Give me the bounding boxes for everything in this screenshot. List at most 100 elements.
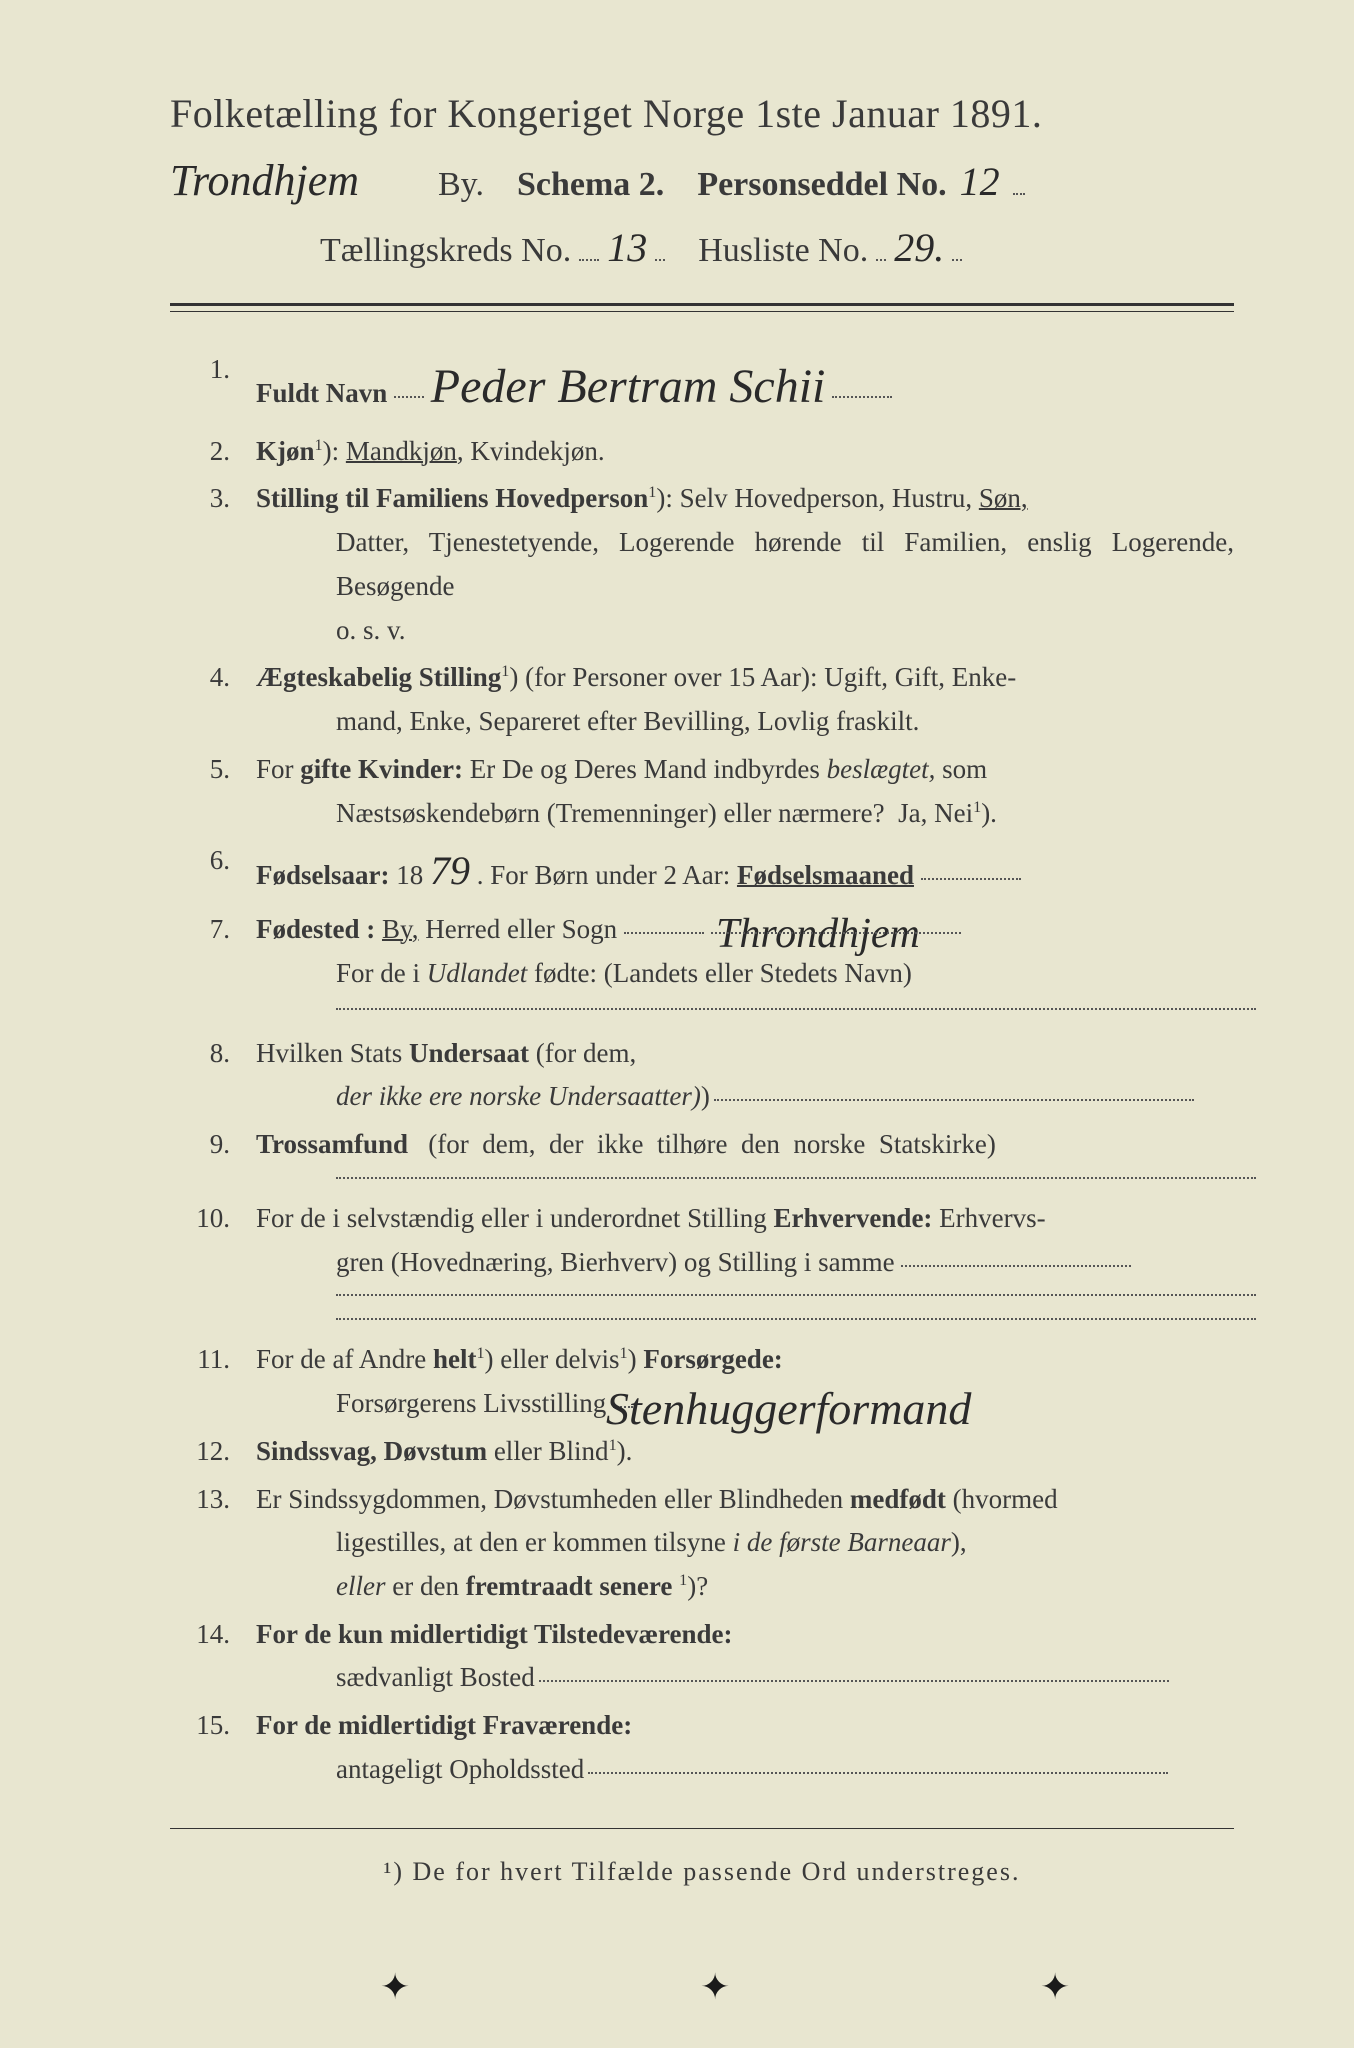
item-2: 2. Kjøn1): Mandkjøn, Kvindekjøn. xyxy=(170,430,1234,474)
num-13: 13. xyxy=(170,1478,256,1609)
q13-medfodt: medfødt xyxy=(850,1484,946,1514)
dots xyxy=(336,1318,1256,1320)
mark-icon: ✦ xyxy=(380,1966,410,2008)
q11-value: Stenhuggerformand xyxy=(606,1372,971,1447)
sup: 1 xyxy=(648,483,656,501)
q3-son: Søn, xyxy=(979,483,1028,513)
dots xyxy=(952,232,962,261)
dots xyxy=(832,396,892,398)
num-4: 4. xyxy=(170,656,256,743)
q8-text2: (for dem, xyxy=(529,1038,636,1068)
q11-label: Forsørgede: xyxy=(643,1344,782,1374)
item-9: 9. Trossamfund (for dem, der ikke tilhør… xyxy=(170,1123,1234,1183)
q6-prefix: 18 xyxy=(396,860,423,890)
body-6: Fødselsaar: 18 79 . For Børn under 2 Aar… xyxy=(256,839,1234,904)
dots xyxy=(579,232,599,261)
num-8: 8. xyxy=(170,1032,256,1119)
form-items: 1. Fuldt Navn Peder Bertram Schii 2. Kjø… xyxy=(170,348,1234,1792)
q8-sub: der ikke ere norske Undersaatter)) xyxy=(256,1075,1234,1119)
dots xyxy=(901,1265,1131,1267)
schema-label: Schema 2. xyxy=(517,166,664,204)
q2-label: Kjøn xyxy=(256,436,315,466)
q3-text2: Datter, Tjenestetyende, Logerende hørend… xyxy=(256,521,1234,608)
q6-label: Fødselsaar: xyxy=(256,860,389,890)
dots xyxy=(876,232,886,261)
num-2: 2. xyxy=(170,430,256,474)
q5-gifte: gifte Kvinder: xyxy=(300,754,463,784)
header-line-3: Tællingskreds No. 13 Husliste No. 29. xyxy=(170,224,1234,271)
body-15: For de midlertidigt Fraværende: antageli… xyxy=(256,1704,1234,1791)
item-8: 8. Hvilken Stats Undersaat (for dem, der… xyxy=(170,1032,1234,1119)
q10-text1: For de i selvstændig eller i underordnet… xyxy=(256,1203,773,1233)
dots xyxy=(624,932,704,934)
body-9: Trossamfund (for dem, der ikke tilhøre d… xyxy=(256,1123,1256,1183)
header-line-2: Trondhjem By. Schema 2. Personseddel No.… xyxy=(170,155,1234,206)
q4-paren: (for Personer over 15 Aar): xyxy=(525,662,817,692)
body-14: For de kun midlertidigt Tilstedeværende:… xyxy=(256,1613,1234,1700)
num-15: 15. xyxy=(170,1704,256,1791)
q7-value: Throndhjem xyxy=(716,900,920,968)
num-6: 6. xyxy=(170,839,256,904)
q7-label: Fødested : xyxy=(256,914,375,944)
q11-text2: eller delvis xyxy=(494,1344,620,1374)
item-4: 4. Ægteskabelig Stilling1) (for Personer… xyxy=(170,656,1234,743)
kreds-label: Tællingskreds No. xyxy=(320,232,571,270)
q13-text1: Er Sindssygdommen, Døvstumheden eller Bl… xyxy=(256,1484,850,1514)
body-11: For de af Andre helt1) eller delvis1) Fo… xyxy=(256,1338,1234,1425)
body-10: For de i selvstændig eller i underordnet… xyxy=(256,1197,1256,1324)
mark-icon: ✦ xyxy=(1040,1966,1070,2008)
item-6: 6. Fødselsaar: 18 79 . For Børn under 2 … xyxy=(170,839,1234,904)
item-14: 14. For de kun midlertidigt Tilstedevære… xyxy=(170,1613,1234,1700)
q8-text1: Hvilken Stats xyxy=(256,1038,409,1068)
footnote: ¹) De for hvert Tilfælde passende Ord un… xyxy=(170,1857,1234,1887)
dots xyxy=(655,232,665,261)
num-3: 3. xyxy=(170,477,256,652)
q15-sub: antageligt Opholdssted xyxy=(256,1748,1234,1792)
q4-label: Ægteskabelig Stilling xyxy=(256,662,501,692)
item-11: 11. For de af Andre helt1) eller delvis1… xyxy=(170,1338,1234,1425)
q7-by: By, xyxy=(382,914,419,944)
census-form-page: Folketælling for Kongeriget Norge 1ste J… xyxy=(0,0,1354,2048)
body-3: Stilling til Familiens Hovedperson1): Se… xyxy=(256,477,1234,652)
single-rule xyxy=(170,1828,1234,1829)
body-1: Fuldt Navn Peder Bertram Schii xyxy=(256,348,1234,426)
mark-icon: ✦ xyxy=(700,1966,730,2008)
item-5: 5. For gifte Kvinder: Er De og Deres Man… xyxy=(170,748,1234,835)
personseddel-no: 12 xyxy=(955,158,1005,205)
dots xyxy=(921,878,1021,880)
q1-value: Peder Bertram Schii xyxy=(431,348,826,426)
dots xyxy=(394,396,424,398)
sup: 1 xyxy=(315,436,323,454)
item-13: 13. Er Sindssygdommen, Døvstumheden elle… xyxy=(170,1478,1234,1609)
q11-text1: For de af Andre xyxy=(256,1344,433,1374)
q14-text: sædvanligt Bosted xyxy=(336,1662,535,1692)
q13-sub1: ligestilles, at den er kommen tilsyne i … xyxy=(256,1521,1234,1565)
q8-text3: der ikke ere norske Undersaatter) xyxy=(336,1081,701,1111)
item-1: 1. Fuldt Navn Peder Bertram Schii xyxy=(170,348,1234,426)
q11-helt: helt xyxy=(433,1344,477,1374)
body-8: Hvilken Stats Undersaat (for dem, der ik… xyxy=(256,1032,1234,1119)
kreds-no: 13 xyxy=(607,224,647,271)
q11-text3: Forsørgerens Livsstilling xyxy=(336,1388,606,1418)
q10-label: Erhvervende: xyxy=(773,1203,932,1233)
num-14: 14. xyxy=(170,1613,256,1700)
body-13: Er Sindssygdommen, Døvstumheden eller Bl… xyxy=(256,1478,1234,1609)
q1-label: Fuldt Navn xyxy=(256,378,387,408)
header-title: Folketælling for Kongeriget Norge 1ste J… xyxy=(170,90,1234,137)
city-handwritten: Trondhjem xyxy=(170,155,430,206)
dots xyxy=(336,1008,1256,1010)
q6-text2: . For Børn under 2 Aar: xyxy=(477,860,737,890)
num-7: 7. xyxy=(170,908,256,1013)
sup: 1 xyxy=(620,1344,628,1362)
q13-sub2: eller er den fremtraadt senere 1)? xyxy=(256,1565,1234,1609)
num-5: 5. xyxy=(170,748,256,835)
q12-text: eller Blind xyxy=(494,1436,609,1466)
q2-mandkjon: Mandkjøn xyxy=(346,436,457,466)
q9-label: Trossamfund xyxy=(256,1129,408,1159)
dots xyxy=(711,932,961,934)
q14-label: For de kun midlertidigt Tilstedeværende: xyxy=(256,1619,733,1649)
husliste-label: Husliste No. xyxy=(698,232,868,270)
q3-text1: Selv Hovedperson, Hustru, xyxy=(680,483,979,513)
dots xyxy=(588,1772,1168,1774)
q10-sub: gren (Hovednæring, Bierhverv) og Stillin… xyxy=(256,1241,1256,1285)
